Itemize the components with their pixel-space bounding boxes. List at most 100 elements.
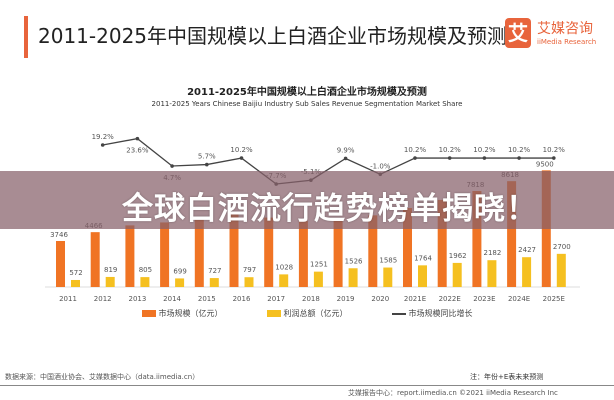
growth-point: [100, 143, 105, 147]
x-tick-label: 2018: [302, 295, 320, 303]
bar-market-size: [56, 240, 65, 287]
growth-point: [413, 156, 417, 160]
data-label-profit: 2700: [553, 243, 571, 251]
growth-label: 9.9%: [337, 146, 355, 154]
bar-profit: [383, 267, 393, 287]
growth-label: 19.2%: [92, 133, 115, 141]
data-label-market: 3746: [50, 231, 68, 239]
growth-label: 5.7%: [198, 153, 216, 161]
logo-en: iiMedia Research: [537, 38, 597, 46]
bar-profit: [452, 262, 462, 287]
logo-mark: 艾: [505, 18, 531, 48]
bar-market-size: [403, 208, 412, 287]
header-accent: [24, 16, 28, 58]
growth-point: [239, 156, 244, 160]
page-title: 2011-2025年中国规模以上白酒企业市场规模及预测: [38, 24, 508, 48]
data-label-profit: 1764: [414, 254, 432, 262]
x-tick-label: 2023E: [473, 295, 495, 303]
footnote: 注：年份+E表未来预测: [470, 373, 544, 381]
legend-label: 市场规模（亿元）: [158, 309, 223, 318]
data-label-profit: 805: [139, 266, 152, 274]
growth-label: 10.2%: [404, 146, 427, 154]
x-tick-label: 2019: [337, 295, 355, 303]
bar-market-size: [472, 190, 482, 287]
chart-subtitle: 2011-2025 Years Chinese Baijiu Industry …: [151, 100, 463, 108]
bar-market-size: [333, 218, 343, 287]
growth-point: [205, 162, 209, 167]
x-tick-label: 2024E: [508, 295, 530, 303]
growth-label: 10.2%: [543, 146, 566, 154]
growth-line: [102, 137, 554, 185]
data-source: 数据来源：中国酒业协会、艾媒数据中心（data.iimedia.cn）: [5, 373, 200, 381]
growth-point: [343, 156, 348, 161]
bar-profit: [556, 253, 566, 287]
data-label-profit: 572: [69, 269, 82, 277]
x-tick-label: 2025E: [543, 295, 565, 303]
bar-market-size: [298, 221, 308, 287]
overlay-banner: [0, 171, 614, 229]
bar-profit: [71, 279, 80, 287]
growth-point: [447, 156, 452, 160]
growth-point: [170, 164, 174, 168]
data-label-profit: 1251: [310, 261, 328, 269]
legend-item-profit: 利润总额（亿元）: [266, 308, 348, 319]
data-label-profit: 819: [104, 266, 117, 274]
bar-profit: [279, 274, 289, 287]
data-label-profit: 699: [173, 267, 186, 275]
data-label-profit: 1526: [345, 257, 363, 265]
bar-market-size: [368, 215, 378, 287]
bar-market-size: [125, 225, 135, 287]
legend-swatch: [266, 310, 281, 317]
data-label-profit: 1962: [449, 252, 467, 260]
legend-swatch: [391, 312, 406, 315]
banner-text: 全球白酒流行趋势榜单揭晓！: [122, 191, 538, 227]
growth-point: [135, 136, 140, 141]
bar-profit: [418, 265, 427, 287]
bar-market-size: [90, 232, 100, 287]
chart-title: 2011-2025年中国规模以上白酒企业市场规模及预测: [187, 87, 427, 98]
bar-profit: [140, 277, 150, 287]
growth-point: [552, 156, 556, 160]
bar-market-size: [507, 181, 517, 287]
bar-profit: [348, 268, 358, 287]
bar-market-size: [264, 217, 274, 287]
bar-market-size: [194, 218, 204, 287]
x-tick-label: 2016: [233, 295, 251, 303]
bar-profit: [522, 257, 532, 287]
x-tick-label: 2017: [267, 295, 285, 303]
x-tick-label: 2022E: [439, 295, 461, 303]
legend-item-growth: 市场规模同比增长: [391, 308, 473, 319]
bar-market-size: [229, 211, 239, 287]
x-tick-label: 2011: [59, 295, 77, 303]
bar-market-size: [437, 199, 447, 287]
x-tick-label: 2020: [371, 295, 389, 303]
divider: [0, 385, 614, 386]
bar-profit: [487, 260, 497, 287]
data-label-profit: 1585: [379, 257, 397, 265]
bar-profit: [313, 271, 323, 287]
bar-market-size: [160, 222, 170, 287]
growth-point: [517, 156, 521, 160]
legend-label: 利润总额（亿元）: [283, 309, 348, 318]
x-tick-label: 2012: [94, 295, 112, 303]
data-label-profit: 2427: [518, 246, 536, 254]
data-label-market: 9500: [536, 160, 554, 168]
logo-cn: 艾媒咨询: [537, 21, 593, 37]
credit: 艾媒报告中心：report.iimedia.cn ©2021 iiMedia R…: [348, 389, 558, 397]
growth-label: 10.2%: [439, 146, 462, 154]
growth-label: 10.2%: [473, 146, 496, 154]
legend-swatch: [141, 310, 156, 317]
bar-profit: [175, 278, 185, 287]
bar-profit: [244, 277, 254, 287]
bar-profit: [209, 278, 219, 287]
x-tick-label: 2014: [163, 295, 181, 303]
data-label-profit: 1028: [275, 263, 293, 271]
data-label-profit: 727: [208, 267, 221, 275]
growth-label: 23.6%: [126, 147, 149, 155]
legend: 市场规模（亿元） 利润总额（亿元） 市场规模同比增长: [0, 308, 614, 319]
bar-profit: [105, 276, 115, 287]
legend-item-market: 市场规模（亿元）: [141, 308, 223, 319]
growth-label: 10.2%: [508, 146, 531, 154]
x-tick-label: 2021E: [404, 295, 426, 303]
